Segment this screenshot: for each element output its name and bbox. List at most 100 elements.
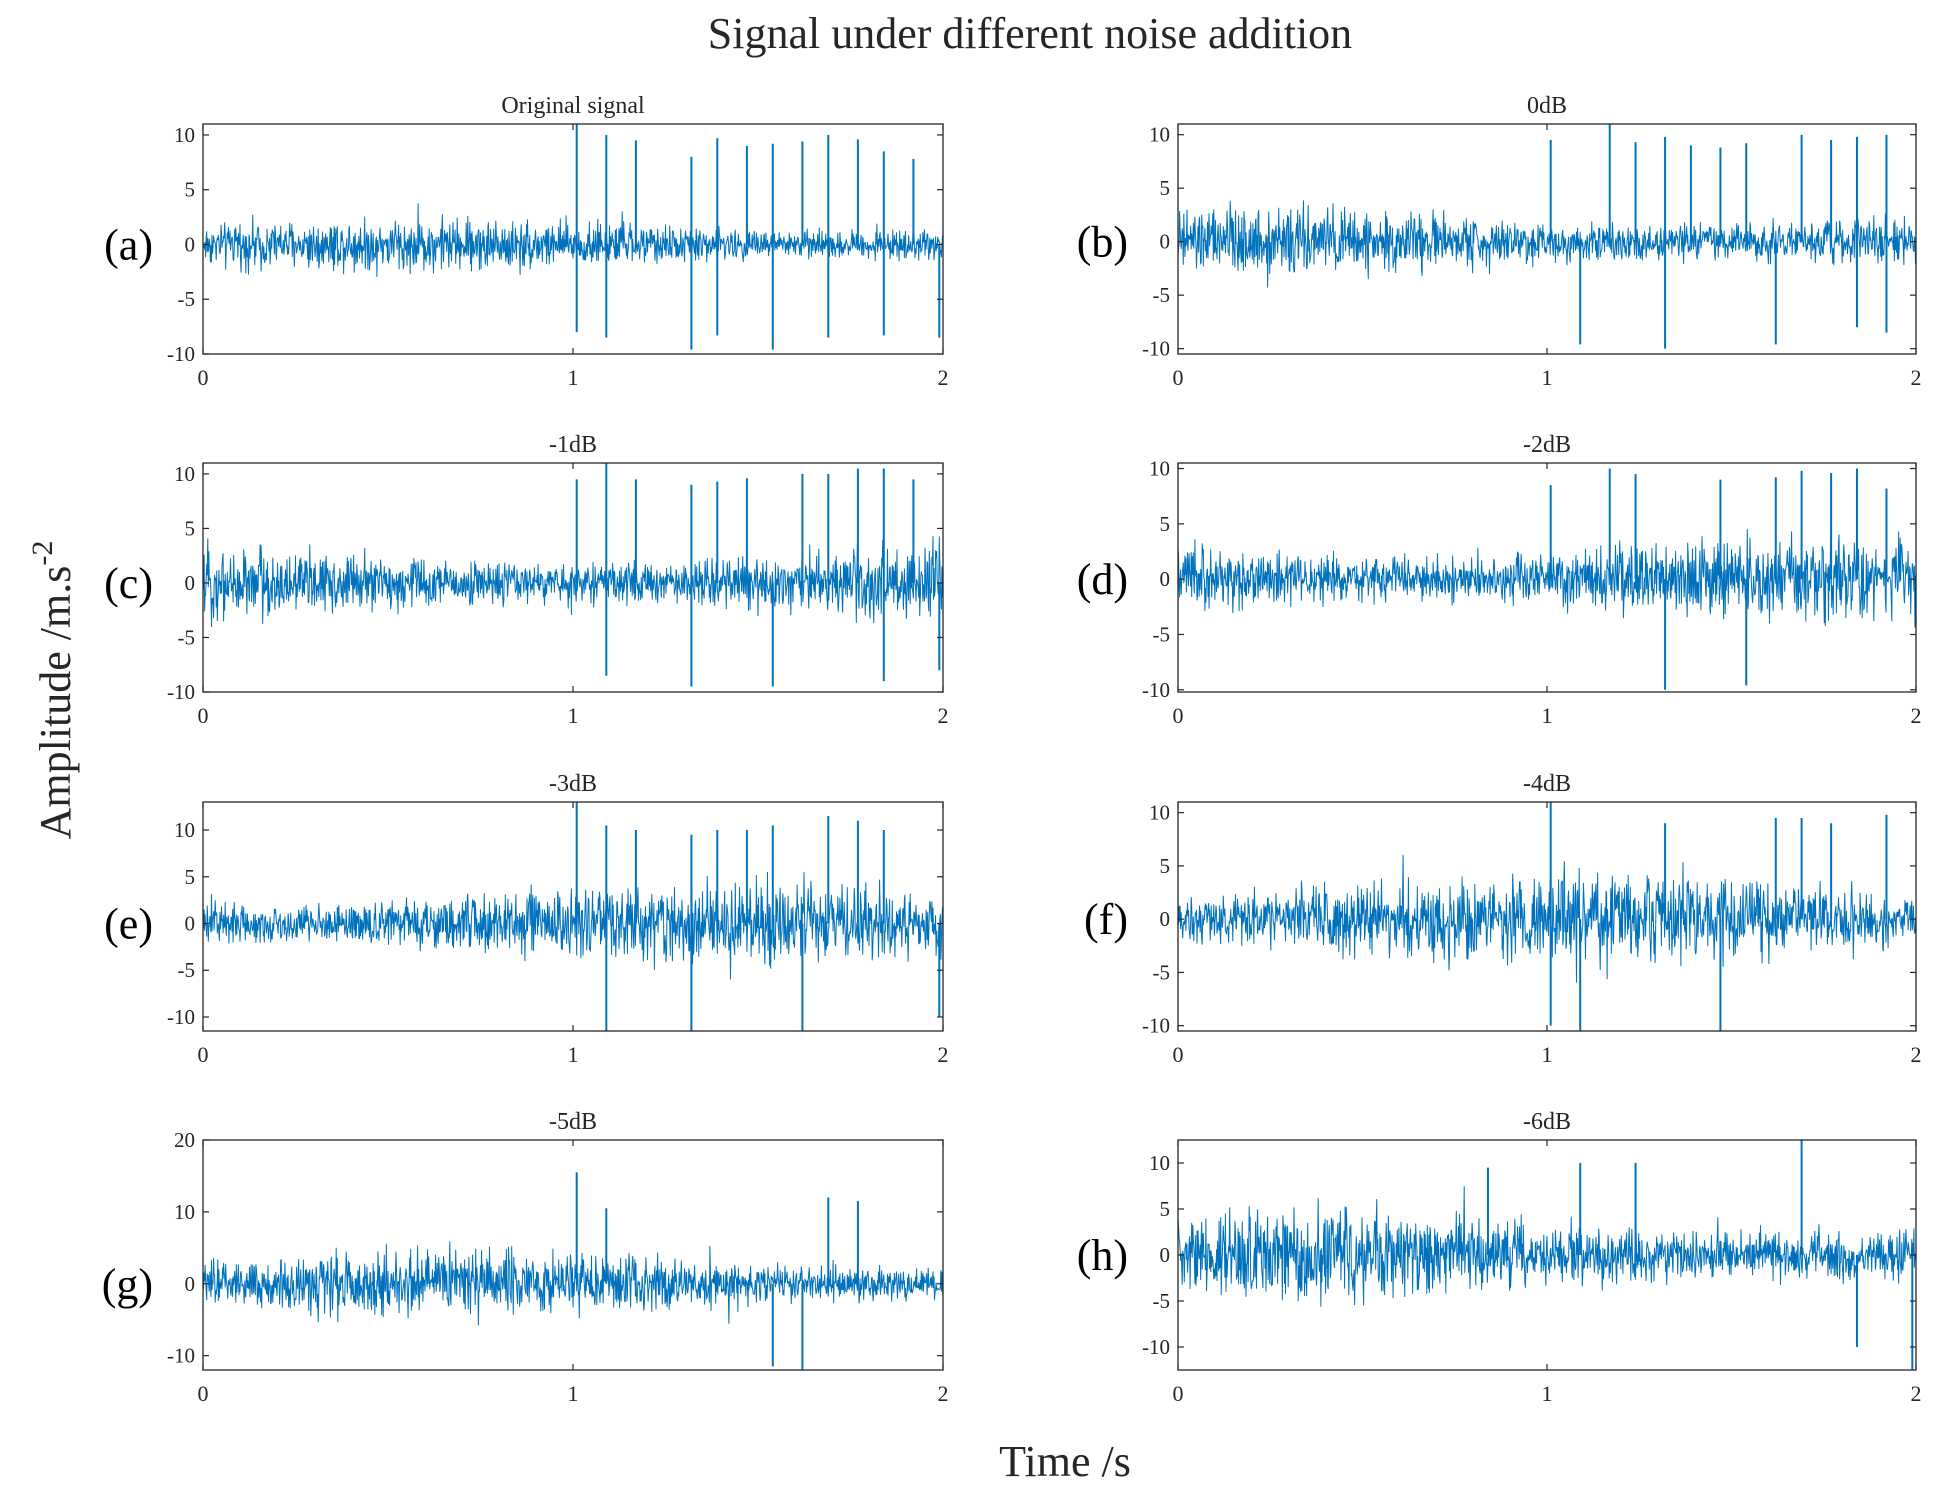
x-tick-label: 2 bbox=[1911, 1381, 1922, 1406]
subplot-h: 0 1 2 10 5 0 -5 -10 -6dB (h) bbox=[1077, 1109, 1922, 1406]
panel-label: (a) bbox=[104, 220, 153, 269]
y-tick-label: -5 bbox=[178, 958, 196, 982]
y-tick-label: -5 bbox=[1153, 1289, 1171, 1313]
subplot-e: 0 1 2 10 5 0 -5 -10 -3dB (e) bbox=[104, 771, 948, 1067]
y-tick-label: -10 bbox=[167, 342, 195, 366]
y-tick-label: -5 bbox=[178, 287, 196, 311]
x-tick-label: 2 bbox=[1911, 703, 1922, 728]
x-tick-label: 2 bbox=[938, 1042, 949, 1067]
y-tick-label: 0 bbox=[185, 912, 196, 936]
y-tick-label: 10 bbox=[1149, 801, 1170, 825]
y-tick-label: 0 bbox=[185, 1272, 196, 1296]
series-group-e bbox=[203, 802, 943, 1031]
y-tick-label: 0 bbox=[1160, 230, 1171, 254]
subplot-title: -3dB bbox=[549, 771, 597, 797]
series-group-d bbox=[1178, 468, 1916, 690]
y-tick-label: 10 bbox=[174, 123, 195, 147]
y-tick-label: 5 bbox=[185, 178, 196, 202]
y-tick-label: -10 bbox=[167, 1005, 195, 1029]
x-tick-label: 1 bbox=[568, 1381, 579, 1406]
y-tick-label: 0 bbox=[185, 232, 196, 256]
signal-trace bbox=[203, 536, 943, 628]
x-tick-label: 1 bbox=[1542, 1042, 1553, 1067]
x-tick-label: 0 bbox=[1173, 1042, 1184, 1067]
ylabel-base: Amplitude /m.s bbox=[31, 566, 80, 840]
x-tick-label: 2 bbox=[938, 703, 949, 728]
panel-label: (g) bbox=[102, 1260, 153, 1309]
y-tick-label: -10 bbox=[167, 680, 195, 704]
x-tick-label: 0 bbox=[1173, 1381, 1184, 1406]
panel-label: (h) bbox=[1077, 1231, 1128, 1280]
y-tick-label: -5 bbox=[178, 625, 196, 649]
x-tick-label: 0 bbox=[198, 703, 209, 728]
figure-xlabel: Time /s bbox=[999, 1437, 1131, 1486]
y-tick-label: -10 bbox=[167, 1344, 195, 1368]
x-tick-label: 1 bbox=[1542, 365, 1553, 390]
subplot-title: -4dB bbox=[1523, 771, 1571, 797]
y-tick-label: 10 bbox=[174, 1200, 195, 1224]
ylabel-exponent: -2 bbox=[26, 541, 59, 566]
signal-trace bbox=[1178, 200, 1916, 288]
panel-label: (c) bbox=[104, 559, 153, 608]
x-tick-label: 0 bbox=[198, 365, 209, 390]
y-tick-label: 10 bbox=[174, 818, 195, 842]
subplot-b: 0 1 2 10 5 0 -5 -10 0dB (b) bbox=[1077, 93, 1922, 390]
y-tick-label: 0 bbox=[1160, 1243, 1171, 1267]
panel-label: (e) bbox=[104, 900, 153, 949]
subplot-d: 0 1 2 10 5 0 -5 -10 -2dB (d) bbox=[1077, 432, 1922, 728]
y-tick-label: 5 bbox=[1160, 854, 1171, 878]
subplot-title: -2dB bbox=[1523, 432, 1571, 458]
panel-label: (d) bbox=[1077, 555, 1128, 604]
y-tick-label: 10 bbox=[1149, 1151, 1170, 1175]
series-group-h bbox=[1178, 1140, 1916, 1370]
x-tick-label: 2 bbox=[938, 1381, 949, 1406]
signal-trace bbox=[203, 1241, 943, 1326]
series-group-g bbox=[203, 1172, 943, 1370]
y-tick-label: 5 bbox=[1160, 512, 1171, 536]
subplot-c: 0 1 2 10 5 0 -5 -10 -1dB (c) bbox=[104, 432, 948, 728]
subplot-f: 0 1 2 10 5 0 -5 -10 -4dB (f) bbox=[1084, 771, 1921, 1067]
x-tick-label: 1 bbox=[1542, 703, 1553, 728]
y-tick-label: 20 bbox=[174, 1128, 195, 1152]
signal-trace bbox=[1178, 854, 1916, 983]
y-tick-label: 10 bbox=[1149, 457, 1170, 481]
series-group-a bbox=[203, 124, 943, 350]
signal-trace bbox=[1178, 528, 1916, 628]
x-tick-label: 0 bbox=[198, 1381, 209, 1406]
y-tick-label: -10 bbox=[1142, 337, 1170, 361]
subplot-title: Original signal bbox=[501, 93, 645, 119]
y-tick-label: 5 bbox=[185, 516, 196, 540]
subplot-title: -1dB bbox=[549, 432, 597, 458]
series-group-c bbox=[203, 463, 943, 687]
y-tick-label: 5 bbox=[1160, 1197, 1171, 1221]
y-tick-label: -5 bbox=[1153, 283, 1171, 307]
x-tick-label: 0 bbox=[1173, 703, 1184, 728]
panel-label: (f) bbox=[1084, 895, 1128, 944]
subplot-title: -6dB bbox=[1523, 1109, 1571, 1135]
y-tick-label: -5 bbox=[1153, 960, 1171, 984]
figure-ylabel: Amplitude /m.s-2 bbox=[26, 541, 80, 840]
y-tick-label: -10 bbox=[1142, 678, 1170, 702]
y-tick-label: 5 bbox=[1160, 176, 1171, 200]
subplot-title: 0dB bbox=[1527, 93, 1567, 119]
x-tick-label: 2 bbox=[1911, 365, 1922, 390]
subplot-title: -5dB bbox=[549, 1109, 597, 1135]
y-tick-label: -10 bbox=[1142, 1014, 1170, 1038]
y-tick-label: 0 bbox=[1160, 567, 1171, 591]
signal-trace bbox=[1178, 1186, 1916, 1307]
series-group-b bbox=[1178, 124, 1916, 349]
x-tick-label: 2 bbox=[938, 365, 949, 390]
signal-trace bbox=[203, 871, 943, 980]
x-tick-label: 1 bbox=[568, 1042, 579, 1067]
subplot-a: 0 1 2 10 5 0 -5 -10 Original signal (a) bbox=[104, 93, 948, 390]
x-tick-label: 0 bbox=[1173, 365, 1184, 390]
signal-trace bbox=[203, 203, 943, 277]
y-tick-label: 5 bbox=[185, 865, 196, 889]
panel-label: (b) bbox=[1077, 218, 1128, 267]
x-tick-label: 0 bbox=[198, 1042, 209, 1067]
x-tick-label: 1 bbox=[568, 703, 579, 728]
series-group-f bbox=[1178, 802, 1916, 1031]
